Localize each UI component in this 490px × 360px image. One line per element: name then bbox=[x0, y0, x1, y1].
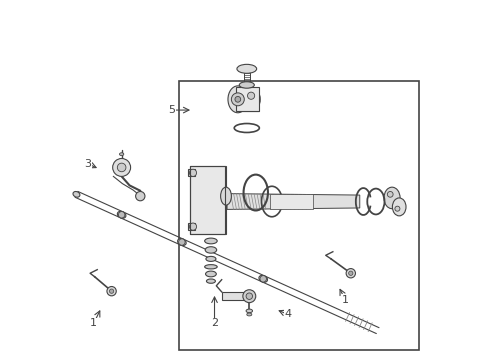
Circle shape bbox=[349, 271, 353, 275]
Circle shape bbox=[246, 293, 252, 300]
Text: 1: 1 bbox=[342, 295, 349, 305]
Circle shape bbox=[190, 223, 196, 230]
Ellipse shape bbox=[228, 86, 247, 113]
Text: 3: 3 bbox=[84, 159, 92, 169]
Ellipse shape bbox=[246, 309, 252, 313]
Ellipse shape bbox=[244, 87, 260, 111]
Circle shape bbox=[243, 290, 256, 303]
Ellipse shape bbox=[73, 192, 80, 197]
Ellipse shape bbox=[177, 239, 186, 246]
Circle shape bbox=[235, 96, 241, 102]
Text: 5: 5 bbox=[168, 105, 175, 115]
Ellipse shape bbox=[205, 265, 217, 269]
Ellipse shape bbox=[392, 198, 406, 216]
Polygon shape bbox=[188, 169, 195, 176]
Ellipse shape bbox=[384, 187, 400, 209]
Circle shape bbox=[190, 169, 196, 176]
Text: 1: 1 bbox=[90, 319, 97, 328]
Circle shape bbox=[179, 239, 185, 245]
Circle shape bbox=[231, 93, 245, 106]
Ellipse shape bbox=[205, 238, 217, 244]
Ellipse shape bbox=[259, 275, 268, 282]
Bar bbox=[236, 87, 259, 111]
Ellipse shape bbox=[237, 64, 257, 73]
Ellipse shape bbox=[220, 187, 231, 205]
Ellipse shape bbox=[117, 211, 126, 218]
Ellipse shape bbox=[239, 82, 254, 88]
Circle shape bbox=[260, 276, 267, 282]
Circle shape bbox=[113, 158, 131, 176]
Circle shape bbox=[117, 163, 126, 172]
Ellipse shape bbox=[206, 256, 216, 261]
Polygon shape bbox=[190, 166, 226, 234]
Ellipse shape bbox=[247, 313, 252, 316]
Circle shape bbox=[346, 269, 355, 278]
Circle shape bbox=[136, 192, 145, 201]
Ellipse shape bbox=[206, 279, 216, 283]
Ellipse shape bbox=[205, 247, 217, 253]
Circle shape bbox=[388, 192, 393, 197]
Text: 4: 4 bbox=[285, 310, 292, 319]
Circle shape bbox=[247, 92, 255, 99]
Bar bbox=[270, 194, 313, 210]
Bar bbox=[179, 81, 419, 350]
Ellipse shape bbox=[120, 153, 124, 156]
Circle shape bbox=[395, 206, 400, 211]
Circle shape bbox=[119, 212, 125, 218]
Text: 2: 2 bbox=[211, 319, 218, 328]
Polygon shape bbox=[188, 223, 195, 230]
Polygon shape bbox=[227, 194, 360, 210]
Circle shape bbox=[109, 289, 114, 293]
Ellipse shape bbox=[205, 271, 216, 277]
Circle shape bbox=[107, 287, 116, 296]
Polygon shape bbox=[221, 292, 247, 300]
